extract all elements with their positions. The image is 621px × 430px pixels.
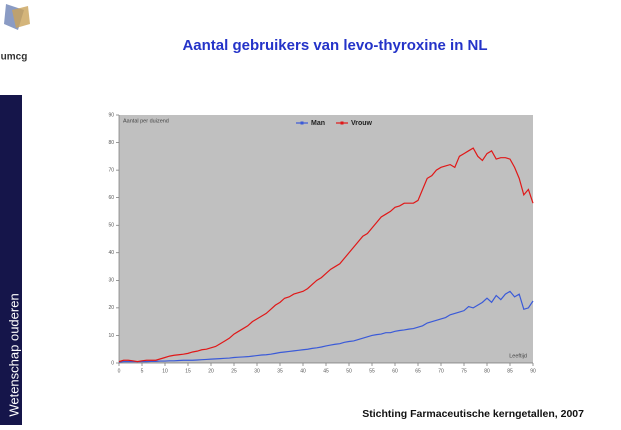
plot: 0 10 20 30 40 50 60 70 80 90 0 5 10 15 20 25 30 35 40 45 50 5…: [108, 112, 536, 374]
y-tick-label: 10: [108, 333, 114, 339]
legend-marker: [300, 121, 304, 125]
x-tick-label: 75: [461, 368, 467, 374]
x-tick-label: 90: [530, 368, 536, 374]
y-tick-label: 20: [108, 305, 114, 311]
x-tick-label: 5: [141, 368, 144, 374]
sidebar: [0, 95, 22, 425]
logo-icon: [4, 4, 30, 30]
x-tick-label: 15: [185, 368, 191, 374]
x-tick-label: 55: [369, 368, 375, 374]
x-tick-label: 45: [323, 368, 329, 374]
x-axis-label: Leeftijd: [509, 353, 527, 359]
x-tick-label: 40: [300, 368, 306, 374]
y-tick-label: 90: [108, 112, 114, 118]
x-tick-label: 35: [277, 368, 283, 374]
x-tick-label: 70: [438, 368, 444, 374]
series-line: [118, 147, 534, 363]
y-tick-label: 50: [108, 223, 114, 229]
x-tick-label: 10: [162, 368, 168, 374]
plot-area: [119, 115, 533, 363]
x-tick-label: 60: [392, 368, 398, 374]
y-tick-label: 30: [108, 278, 114, 284]
logo-text: umcg: [1, 52, 28, 63]
series-line: [118, 290, 534, 363]
footer: Stichting Farmaceutische kerngetallen, 2…: [362, 408, 584, 420]
x-tick-label: 50: [346, 368, 352, 374]
x-tick-label: 0: [118, 368, 121, 374]
x-tick-label: 20: [208, 368, 214, 374]
y-tick-label: 0: [111, 360, 114, 366]
y-tick-label: 70: [108, 167, 114, 173]
x-tick-label: 80: [484, 368, 490, 374]
sidebar-text: Wetenschap ouderen: [6, 293, 21, 416]
x-tick-label: 25: [231, 368, 237, 374]
y-tick-label: 40: [108, 250, 114, 256]
x-tick-label: 30: [254, 368, 260, 374]
y-axis-label: Aantal per duizend: [123, 118, 169, 124]
legend-label: Vrouw: [351, 120, 373, 127]
y-tick-label: 60: [108, 195, 114, 201]
legend-label: Man: [311, 120, 325, 127]
slide-title: Aantal gebruikers van levo-thyroxine in …: [182, 37, 487, 54]
x-tick-label: 65: [415, 368, 421, 374]
legend-marker: [340, 121, 344, 125]
y-tick-label: 80: [108, 140, 114, 146]
x-tick-label: 85: [507, 368, 513, 374]
